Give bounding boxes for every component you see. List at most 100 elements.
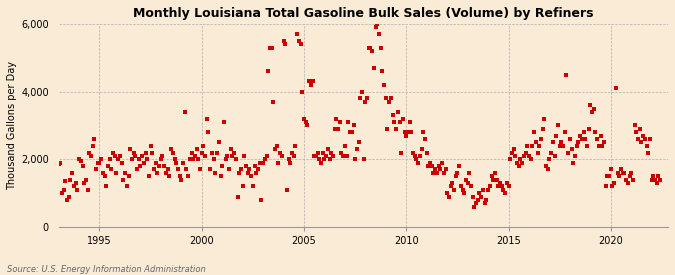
Point xyxy=(602,174,613,178)
Point xyxy=(379,82,389,87)
Point xyxy=(331,117,342,121)
Point xyxy=(248,184,259,189)
Point xyxy=(585,103,596,107)
Point xyxy=(402,130,413,134)
Point xyxy=(578,130,589,134)
Point xyxy=(123,174,134,178)
Point xyxy=(55,161,65,165)
Point xyxy=(524,154,535,158)
Point xyxy=(476,194,487,199)
Point xyxy=(326,150,337,155)
Point xyxy=(517,161,528,165)
Point xyxy=(389,120,400,124)
Point xyxy=(404,120,415,124)
Point xyxy=(427,164,437,168)
Point xyxy=(493,184,504,189)
Point xyxy=(346,130,357,134)
Point xyxy=(305,82,316,87)
Point xyxy=(410,154,421,158)
Point xyxy=(576,137,587,141)
Point xyxy=(412,161,423,165)
Point xyxy=(420,137,431,141)
Point xyxy=(155,157,166,161)
Point xyxy=(172,167,183,172)
Point xyxy=(60,179,71,183)
Point xyxy=(109,154,120,158)
Point xyxy=(478,188,489,192)
Point xyxy=(446,184,456,189)
Point xyxy=(180,110,190,114)
Point xyxy=(188,157,198,161)
Point xyxy=(593,144,604,148)
Point xyxy=(441,191,452,195)
Point xyxy=(111,171,122,175)
Point xyxy=(119,171,130,175)
Point xyxy=(200,154,211,158)
Point xyxy=(113,157,124,161)
Point xyxy=(612,171,623,175)
Point xyxy=(514,164,524,168)
Point xyxy=(503,184,514,189)
Point xyxy=(636,140,647,145)
Point xyxy=(268,100,279,104)
Point xyxy=(164,174,175,178)
Point xyxy=(399,130,410,134)
Point xyxy=(421,150,432,155)
Point xyxy=(385,96,396,101)
Point xyxy=(416,147,427,151)
Point xyxy=(365,45,376,50)
Point xyxy=(599,140,610,145)
Point xyxy=(600,184,611,189)
Point xyxy=(471,201,482,205)
Point xyxy=(236,167,246,172)
Point xyxy=(336,150,347,155)
Point xyxy=(643,150,653,155)
Point xyxy=(372,22,383,26)
Point xyxy=(401,133,412,138)
Point xyxy=(169,157,180,161)
Point xyxy=(597,144,608,148)
Point xyxy=(186,150,197,155)
Point xyxy=(316,161,327,165)
Point xyxy=(616,167,626,172)
Point xyxy=(428,171,439,175)
Point xyxy=(345,130,356,134)
Point xyxy=(259,157,270,161)
Point xyxy=(324,157,335,161)
Point xyxy=(485,184,495,189)
Point xyxy=(587,110,597,114)
Point xyxy=(341,154,352,158)
Point xyxy=(161,171,171,175)
Point xyxy=(502,181,512,185)
Point xyxy=(309,154,320,158)
Point xyxy=(317,150,328,155)
Point xyxy=(460,177,471,182)
Point xyxy=(617,171,628,175)
Point xyxy=(632,137,643,141)
Point xyxy=(488,177,499,182)
Point xyxy=(381,96,392,101)
Point xyxy=(82,188,93,192)
Point xyxy=(500,191,510,195)
Point xyxy=(583,127,594,131)
Point xyxy=(230,157,241,161)
Point xyxy=(275,150,286,155)
Point xyxy=(589,106,599,111)
Point xyxy=(167,150,178,155)
Point xyxy=(624,174,635,178)
Point xyxy=(508,147,519,151)
Point xyxy=(297,89,308,94)
Point xyxy=(183,174,194,178)
Point xyxy=(212,150,223,155)
Point xyxy=(329,127,340,131)
Point xyxy=(65,177,76,182)
Point xyxy=(171,161,182,165)
Point xyxy=(481,198,492,202)
Point xyxy=(151,161,161,165)
Point xyxy=(69,184,80,189)
Point xyxy=(472,198,483,202)
Point xyxy=(570,154,580,158)
Point xyxy=(512,161,522,165)
Point xyxy=(86,154,97,158)
Point xyxy=(219,120,230,124)
